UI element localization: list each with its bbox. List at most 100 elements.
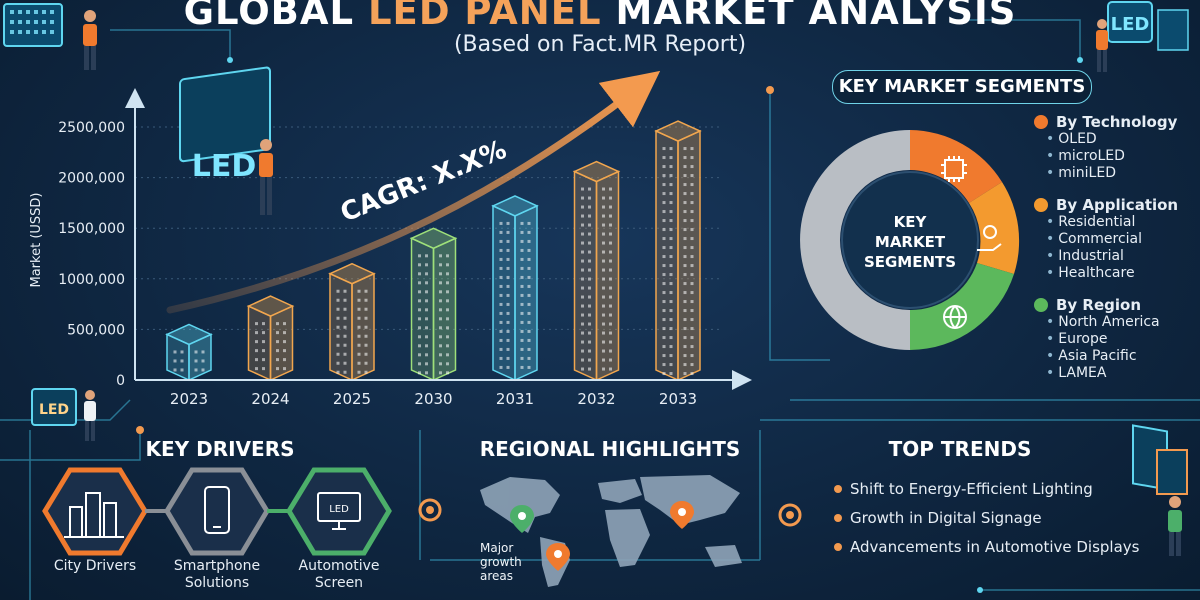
segment-group-technology: By Technology OLED microLED miniLED — [1034, 113, 1177, 182]
segments-donut: KEY MARKET SEGMENTS — [800, 130, 1020, 350]
map-pin-north-america-icon — [510, 505, 534, 533]
segments-heading: KEY MARKET SEGMENTS — [832, 70, 1092, 104]
bar-left-face — [247, 304, 272, 382]
africa-shape — [605, 509, 650, 567]
segment-item: Residential — [1034, 214, 1178, 231]
segment-title: By Region — [1056, 296, 1142, 314]
x-tick-label: 2024 — [251, 390, 289, 408]
bar-right-face — [432, 237, 457, 382]
bar-2033 — [654, 120, 702, 382]
bar-right-face — [351, 272, 375, 382]
application-dot-icon — [1034, 198, 1048, 212]
bar-2023 — [165, 323, 213, 382]
led-monitor-person-icon — [3, 3, 97, 70]
bar-2024 — [246, 295, 295, 382]
title-text-end: MARKET ANALYSIS — [601, 0, 1017, 33]
y-tick-label: 1500,000 — [58, 221, 125, 237]
x-tick-label: 2025 — [333, 390, 371, 408]
trend-bullet-icon — [834, 485, 842, 493]
trend-item: Advancements in Automotive Displays — [834, 538, 1139, 556]
page-title: GLOBAL LED PANEL MARKET ANALYSIS — [0, 0, 1200, 33]
segment-group-application: By Application Residential Commercial In… — [1034, 196, 1178, 282]
segment-item: microLED — [1034, 148, 1177, 165]
trend-text: Growth in Digital Signage — [850, 509, 1042, 527]
led-sign-text: LED — [1111, 14, 1150, 35]
segment-item: LAMEA — [1034, 365, 1160, 382]
segment-title: By Application — [1056, 196, 1179, 214]
city-icon — [64, 492, 124, 538]
bar-right-face — [677, 129, 701, 382]
title-text: GLOBAL — [183, 0, 368, 33]
driver-label-smartphone: Smartphone Solutions — [173, 558, 261, 591]
north-america-shape — [480, 477, 560, 533]
trend-text: Shift to Energy-Efficient Lighting — [850, 480, 1093, 498]
trend-bullet-icon — [834, 543, 842, 551]
trend-text: Advancements in Automotive Displays — [850, 538, 1140, 556]
automotive-hexagon: LED — [286, 467, 392, 556]
led-sign-person-icon: LED — [1096, 1, 1189, 72]
bar-2032 — [572, 160, 621, 382]
y-tick-label: 0 — [116, 373, 125, 389]
technology-dot-icon — [1034, 115, 1048, 129]
smartphone-hexagon — [164, 467, 270, 556]
cagr-annotation: CAGR: X.X% — [336, 135, 510, 229]
segment-item: miniLED — [1034, 165, 1177, 182]
trend-item: Shift to Energy-Efficient Lighting — [834, 480, 1093, 498]
segment-item: Europe — [1034, 331, 1160, 348]
market-bar-chart: 0 500,000 1000,000 1500,000 2000,000 2500,000… — [29, 66, 752, 408]
bar-right-face — [269, 304, 294, 382]
title-highlight: LED PANEL — [367, 0, 602, 33]
bar-left-face — [573, 170, 598, 382]
asia-shape — [640, 475, 740, 525]
y-axis-label: Market (USSD) — [29, 193, 44, 288]
segment-item: Asia Pacific — [1034, 348, 1160, 365]
y-tick-label: 2500,000 — [58, 120, 125, 136]
drivers-hexagons: LED — [42, 467, 392, 556]
map-pin-south-america-icon — [546, 543, 570, 571]
donut-gray-segment — [800, 130, 910, 350]
trends-heading: TOP TRENDS — [888, 437, 1032, 461]
trend-item: Growth in Digital Signage — [834, 509, 1042, 527]
europe-shape — [598, 479, 642, 503]
hand-gear-icon — [977, 225, 1002, 251]
bar-left-face — [410, 237, 435, 382]
bar-2025 — [328, 262, 376, 382]
smartphone-icon — [204, 486, 230, 534]
bar-2031 — [491, 195, 539, 382]
map-pin-asia-icon — [670, 501, 694, 529]
x-tick-label: 2023 — [170, 390, 208, 408]
trend-bullet-icon — [834, 514, 842, 522]
panel-person-icon — [1132, 424, 1188, 556]
australia-shape — [705, 545, 742, 567]
region-dot-icon — [1034, 298, 1048, 312]
led-screen-icon — [317, 492, 361, 530]
x-tick-label: 2031 — [496, 390, 534, 408]
chip-icon — [941, 156, 967, 182]
x-tick-label: 2032 — [577, 390, 615, 408]
donut-technology-segment — [910, 130, 1002, 203]
segment-item: North America — [1034, 314, 1159, 331]
bar-left-face — [492, 204, 516, 382]
page-subtitle: (Based on Fact.MR Report) — [453, 32, 747, 57]
x-axis-ticks: 2023 2024 2025 2030 2031 2032 2033 — [170, 390, 697, 408]
bar-left-face — [329, 272, 353, 382]
led-screen-person-icon: LED — [31, 388, 96, 441]
driver-label-city: City Drivers — [53, 558, 137, 574]
segment-item: Healthcare — [1034, 265, 1178, 282]
donut-center-line-3: SEGMENTS — [864, 253, 956, 271]
y-tick-label: 1000,000 — [58, 272, 125, 288]
x-tick-label: 2030 — [414, 390, 452, 408]
segment-item: Industrial — [1034, 248, 1178, 265]
map-growth-label: Major growth areas — [480, 541, 522, 583]
city-hexagon — [42, 467, 148, 556]
led-billboard-person-icon: LED — [179, 66, 273, 215]
donut-center-line-2: MARKET — [875, 233, 946, 251]
bar-left-face — [655, 129, 679, 382]
segment-item: OLED — [1034, 131, 1177, 148]
donut-region-segment — [910, 263, 1014, 350]
bar-right-face — [514, 204, 538, 382]
drivers-heading: KEY DRIVERS — [145, 437, 295, 461]
bar-2030 — [409, 227, 458, 382]
small-led-text: LED — [39, 402, 69, 418]
y-tick-label: 500,000 — [67, 322, 125, 338]
